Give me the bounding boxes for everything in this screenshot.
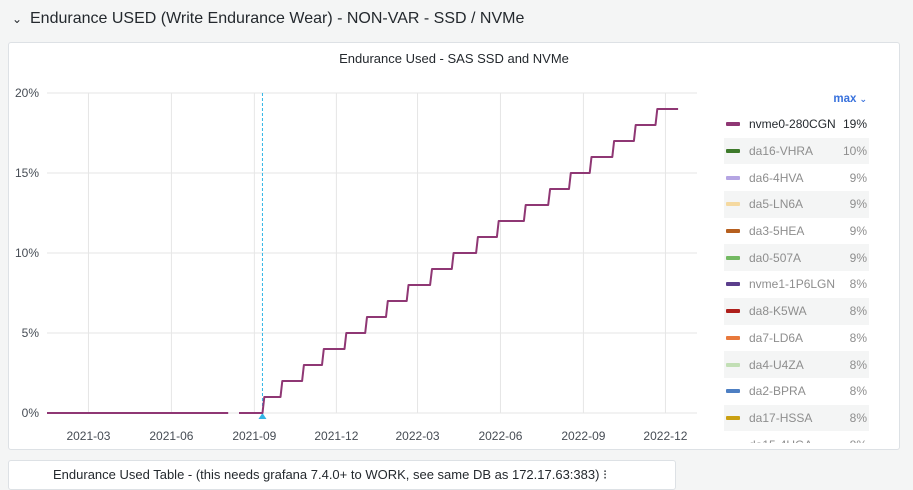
y-tick-label: 0%	[22, 406, 40, 420]
legend-item-value: 8%	[850, 358, 867, 372]
legend-item-value: 19%	[843, 117, 867, 131]
legend-item-name: da5-LN6A	[749, 197, 850, 211]
legend-swatch	[726, 122, 740, 126]
legend-item-value: 8%	[850, 411, 867, 425]
legend-item-name: da16-VHRA	[749, 144, 843, 158]
x-tick-label: 2022-09	[561, 429, 605, 443]
legend-item-value: 9%	[850, 197, 867, 211]
x-tick-label: 2021-03	[66, 429, 110, 443]
legend-swatch	[726, 202, 740, 206]
legend-item-name: da3-5HEA	[749, 224, 850, 238]
row-title[interactable]: Endurance USED (Write Endurance Wear) - …	[30, 10, 524, 28]
chevron-down-icon[interactable]: ⌄	[859, 94, 867, 105]
legend-item-value: 8%	[850, 304, 867, 318]
table-panel: Endurance Used Table - (this needs grafa…	[8, 460, 676, 490]
legend-item-name: nvme1-1P6LGN	[749, 277, 850, 291]
x-tick-label: 2022-03	[396, 429, 440, 443]
legend-item-value: 9%	[850, 171, 867, 185]
y-tick-label: 15%	[15, 166, 39, 180]
legend-item-value: 9%	[850, 224, 867, 238]
legend-sort-header[interactable]: max ⌄	[724, 91, 869, 107]
legend-swatch	[726, 416, 740, 420]
legend-header-label[interactable]: max	[833, 93, 856, 105]
legend-swatch	[726, 389, 740, 393]
legend-swatch	[726, 336, 740, 340]
legend-item-name: da2-BPRA	[749, 384, 850, 398]
x-tick-label: 2021-12	[314, 429, 358, 443]
legend-swatch	[726, 309, 740, 313]
legend-item-value: 8%	[850, 384, 867, 398]
y-tick-label: 10%	[15, 246, 39, 260]
legend-item-value: 10%	[843, 144, 867, 158]
legend-item-value: 9%	[850, 251, 867, 265]
legend-item-name: nvme0-280CGN	[749, 117, 843, 131]
x-tick-label: 2022-12	[643, 429, 687, 443]
legend-swatch	[726, 282, 740, 286]
legend-item-name: da15-4UGA	[749, 438, 850, 443]
chart-plot[interactable]: 0% 5% 10% 15% 20% 2021-03 2021-06 2021-09 2021-1…	[9, 43, 721, 449]
y-tick-label: 20%	[15, 86, 39, 100]
chevron-down-icon[interactable]: ⌄	[12, 12, 24, 26]
legend-item-name: da17-HSSA	[749, 411, 850, 425]
legend-item-name: da8-K5WA	[749, 304, 850, 318]
chart-panel: Endurance Used - SAS SSD and NVMe 0%5%10…	[8, 42, 900, 450]
row-header[interactable]: ⌄ Endurance USED (Write Endurance Wear) …	[12, 6, 524, 32]
legend-swatch	[726, 176, 740, 180]
legend-swatch	[726, 256, 740, 260]
legend-item-name: da4-U4ZA	[749, 358, 850, 372]
table-panel-title[interactable]: Endurance Used Table - (this needs grafa…	[53, 467, 607, 483]
legend-item-value: 8%	[850, 438, 867, 443]
legend-item-name: da0-507A	[749, 251, 850, 265]
x-tick-label: 2021-09	[232, 429, 276, 443]
legend-item-value: 8%	[850, 331, 867, 345]
legend-item[interactable]: da15-4UGA8%	[724, 431, 869, 443]
x-tick-label: 2022-06	[478, 429, 522, 443]
legend-swatch	[726, 363, 740, 367]
legend-item-value: 8%	[850, 277, 867, 291]
legend-swatch	[726, 229, 740, 233]
legend-item-name: da6-4HVA	[749, 171, 850, 185]
legend-swatch	[726, 149, 740, 153]
y-tick-label: 5%	[22, 326, 40, 340]
legend-item-name: da7-LD6A	[749, 331, 850, 345]
x-tick-label: 2021-06	[149, 429, 193, 443]
